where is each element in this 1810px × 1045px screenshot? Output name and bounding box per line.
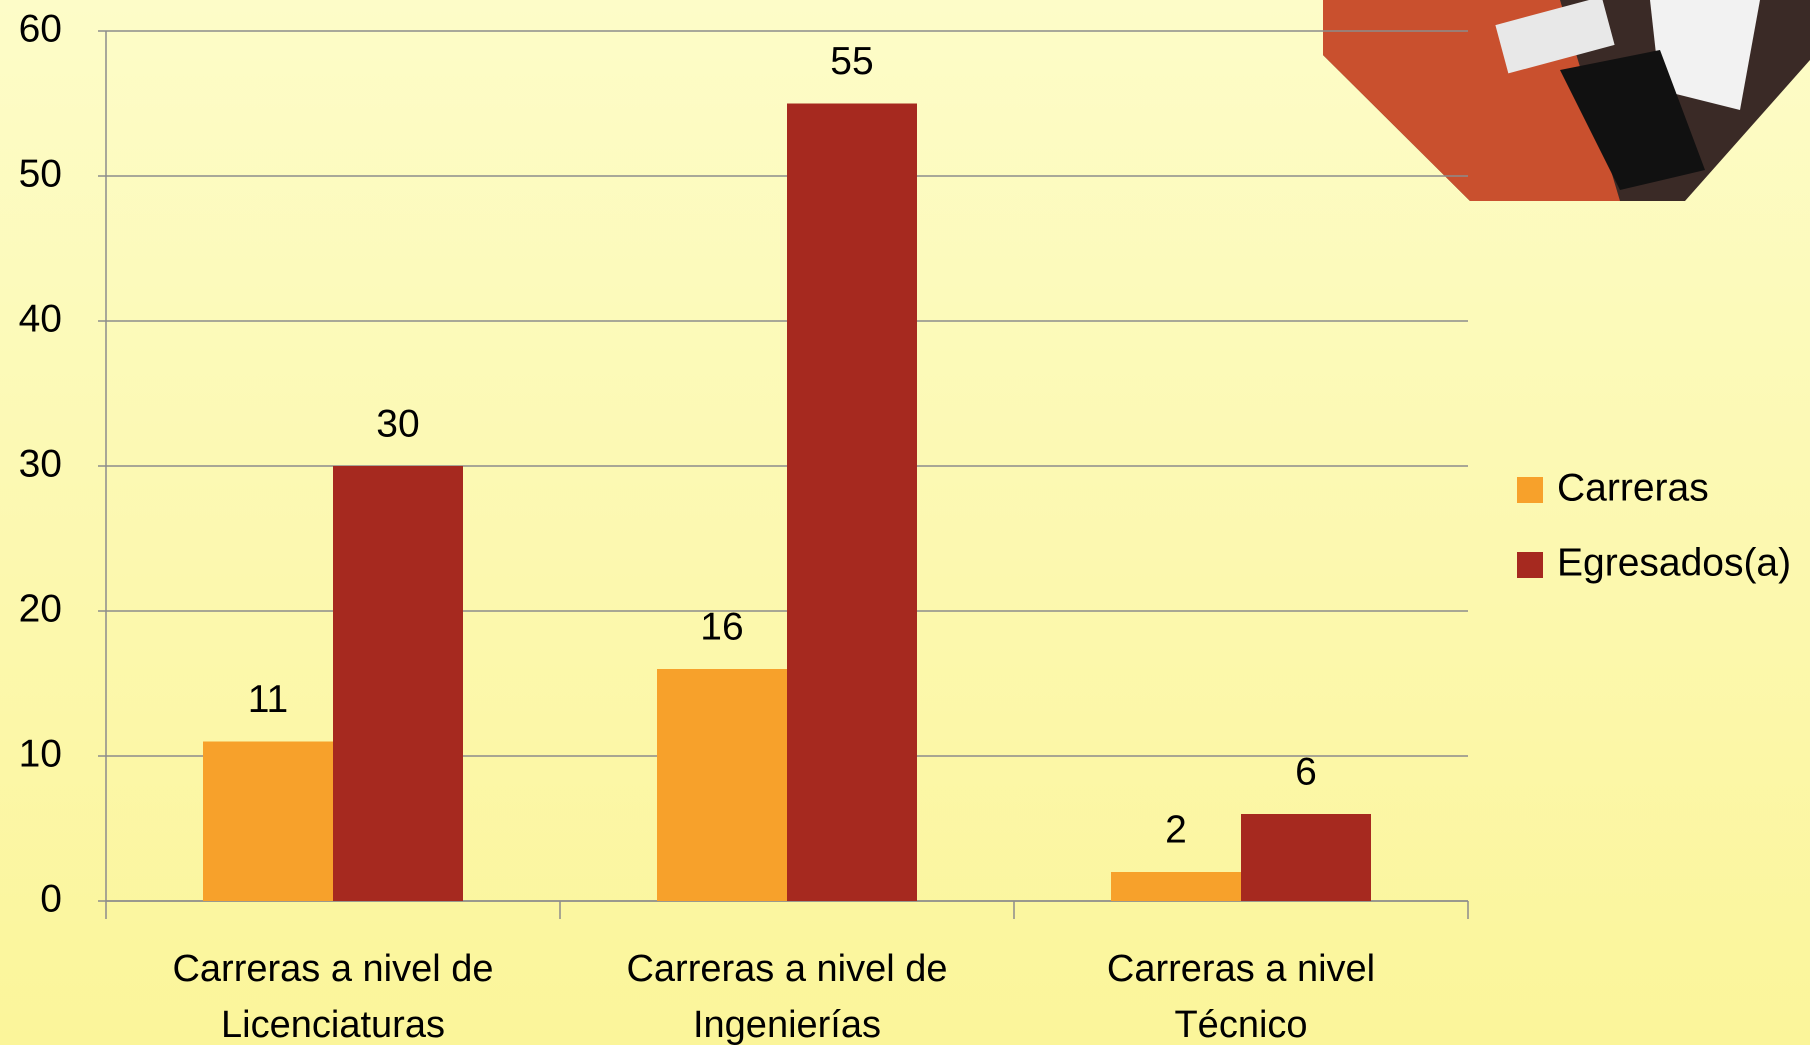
y-tick-label: 60 [19, 7, 62, 50]
data-label: 16 [700, 605, 743, 648]
photo [1323, 0, 1810, 201]
x-tick-label: Carreras a nivel de Ingenierías [626, 948, 948, 1045]
y-tick-label: 30 [19, 442, 62, 485]
x-tick-label: Carreras a nivel de Licenciaturas [172, 948, 494, 1045]
bar [203, 741, 333, 901]
y-tick-label: 0 [40, 877, 62, 920]
data-label: 11 [248, 678, 289, 721]
legend-swatch [1517, 477, 1543, 503]
y-tick-label: 50 [19, 152, 62, 195]
x-tick-label: Carreras a nivel Técnico [1106, 948, 1376, 1045]
data-label: 6 [1295, 750, 1317, 793]
data-label: 30 [376, 402, 419, 445]
bar [1241, 814, 1371, 901]
legend-label: Egresados(a) [1557, 541, 1791, 584]
y-tick-label: 10 [19, 732, 62, 775]
y-tick-label: 20 [19, 587, 62, 630]
bar [787, 103, 917, 901]
data-label: 2 [1165, 808, 1187, 851]
data-label: 55 [830, 40, 873, 83]
bar [333, 466, 463, 901]
legend-label: Carreras [1557, 466, 1709, 509]
bar [657, 669, 787, 901]
bar [1111, 872, 1241, 901]
y-tick-label: 40 [19, 297, 62, 340]
legend-swatch [1517, 552, 1543, 578]
